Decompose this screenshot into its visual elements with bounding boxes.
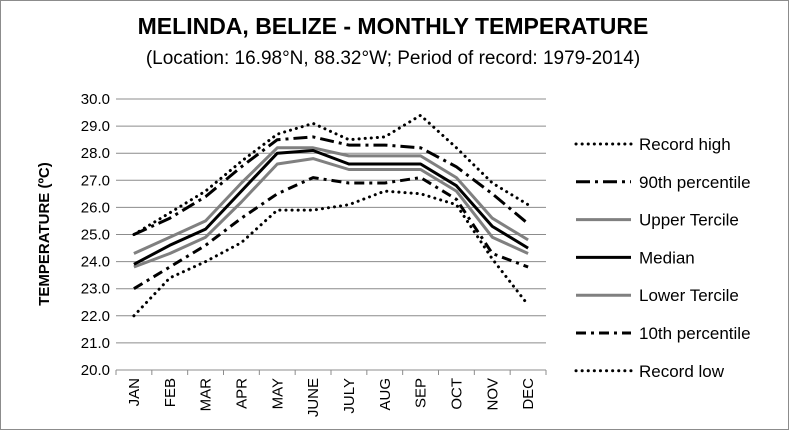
x-tick-label: FEB	[162, 378, 179, 407]
y-tick-label: 21.0	[81, 335, 110, 352]
legend-label-record-high: Record high	[639, 135, 731, 154]
legend-label-median: Median	[639, 248, 695, 267]
y-tick-label: 27.0	[81, 172, 110, 189]
x-tick-label: JAN	[126, 378, 143, 406]
x-tick-label: OCT	[448, 378, 465, 410]
x-tick-label: AUG	[377, 378, 394, 411]
y-tick-label: 30.0	[81, 91, 110, 108]
x-tick-label: NOV	[484, 378, 501, 411]
x-tick-label: JULY	[341, 378, 358, 414]
chart-subtitle: (Location: 16.98°N, 88.32°W; Period of r…	[146, 48, 640, 69]
x-tick-label: APR	[233, 378, 250, 409]
y-axis-label: TEMPERATURE (ºC)	[36, 162, 53, 306]
series-line-record-high	[132, 113, 530, 236]
legend-label-lower-tercile: Lower Tercile	[639, 286, 739, 305]
x-tick-label: JUNE	[305, 378, 322, 417]
series-line-record-low	[132, 189, 530, 318]
y-tick-label: 25.0	[81, 227, 110, 244]
legend: Record high 90th percentile Upper Tercile M…	[574, 135, 751, 381]
y-tick-label: 26.0	[81, 199, 110, 216]
x-tick-label: DEC	[520, 378, 537, 410]
y-tick-label: 29.0	[81, 118, 110, 135]
y-tick-label: 20.0	[81, 362, 110, 379]
legend-label-record-low: Record low	[639, 362, 725, 381]
legend-label-upper-tercile: Upper Tercile	[639, 211, 739, 230]
y-tick-label: 24.0	[81, 254, 110, 271]
series-line-10th-percentile	[133, 176, 529, 290]
series-line-upper-tercile	[133, 146, 529, 255]
legend-label-10th-percentile: 10th percentile	[639, 324, 751, 343]
axes: 20.0 21.0 22.0 23.0 24.0 25.0 26.0 27.0 28.0 29.0…	[81, 91, 547, 417]
series-line-90th-percentile	[133, 135, 530, 236]
y-tick-label: 22.0	[81, 308, 110, 325]
series-line-median	[133, 149, 529, 266]
series-line-lower-tercile	[133, 157, 529, 269]
y-tick-label: 28.0	[81, 145, 110, 162]
x-tick-label: MAY	[269, 378, 286, 409]
chart-title: MELINDA, BELIZE - MONTHLY TEMPERATURE	[138, 13, 649, 39]
y-tick-label: 23.0	[81, 281, 110, 298]
data-series	[132, 113, 530, 318]
legend-label-90th-percentile: 90th percentile	[639, 173, 751, 192]
x-tick-label: SEP	[413, 378, 430, 408]
x-tick-label: MAR	[198, 378, 215, 412]
